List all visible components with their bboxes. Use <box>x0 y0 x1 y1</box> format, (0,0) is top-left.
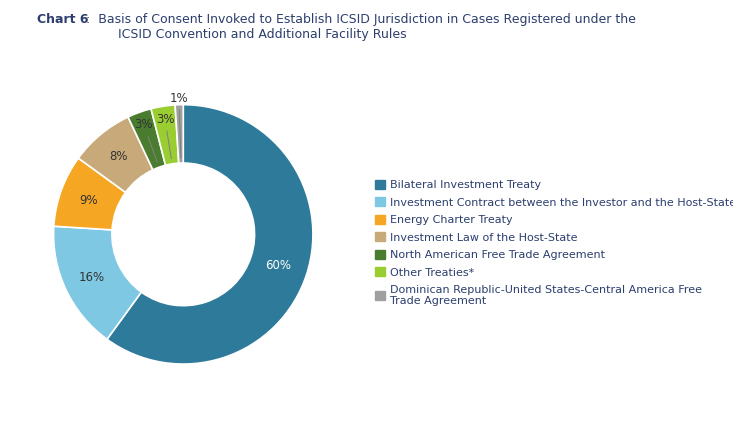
Text: 16%: 16% <box>78 271 105 284</box>
Wedge shape <box>78 117 153 192</box>
Text: 3%: 3% <box>155 112 174 158</box>
Text: 60%: 60% <box>265 259 291 272</box>
Wedge shape <box>54 158 125 230</box>
Legend: Bilateral Investment Treaty, Investment Contract between the Investor and the Ho: Bilateral Investment Treaty, Investment … <box>372 176 733 310</box>
Text: :  Basis of Consent Invoked to Establish ICSID Jurisdiction in Cases Registered : : Basis of Consent Invoked to Establish … <box>86 13 636 41</box>
Wedge shape <box>151 105 179 165</box>
Text: 1%: 1% <box>169 92 188 158</box>
Wedge shape <box>175 105 183 163</box>
Wedge shape <box>54 226 141 339</box>
Text: 8%: 8% <box>109 150 128 163</box>
Text: 3%: 3% <box>134 118 158 162</box>
Text: Chart 6: Chart 6 <box>37 13 88 26</box>
Wedge shape <box>128 109 166 170</box>
Wedge shape <box>107 105 313 364</box>
Text: 9%: 9% <box>78 194 97 207</box>
